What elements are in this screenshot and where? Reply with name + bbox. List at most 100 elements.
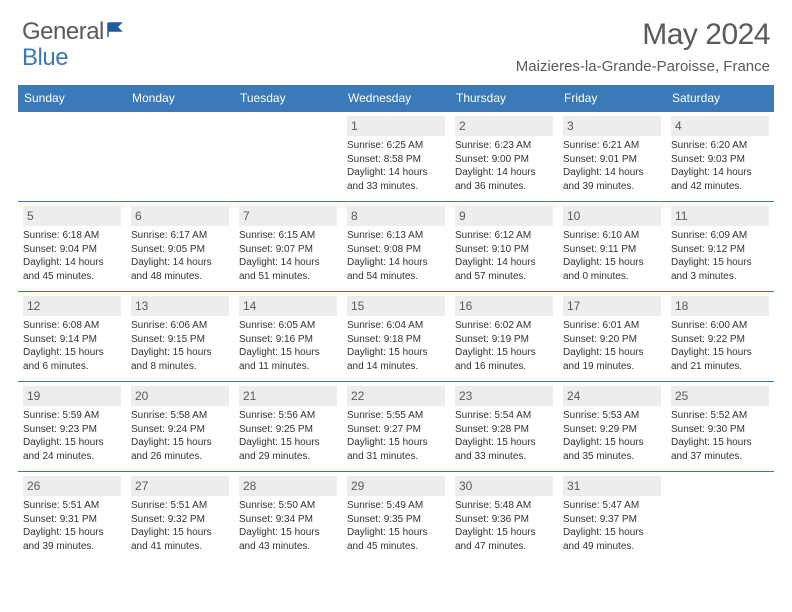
- cell-details: Sunrise: 5:54 AMSunset: 9:28 PMDaylight:…: [455, 409, 553, 463]
- cell-details: Sunrise: 5:51 AMSunset: 9:32 PMDaylight:…: [131, 499, 229, 553]
- cell-details: Sunrise: 6:08 AMSunset: 9:14 PMDaylight:…: [23, 319, 121, 373]
- cell-details: Sunrise: 6:04 AMSunset: 9:18 PMDaylight:…: [347, 319, 445, 373]
- week-row: 19 Sunrise: 5:59 AMSunset: 9:23 PMDayligh…: [18, 382, 774, 472]
- calendar-cell: 10 Sunrise: 6:10 AMSunset: 9:11 PMDayligh…: [558, 202, 666, 292]
- calendar-cell: 7 Sunrise: 6:15 AMSunset: 9:07 PMDaylight…: [234, 202, 342, 292]
- day-number: 30: [455, 476, 553, 496]
- calendar-cell: 13 Sunrise: 6:06 AMSunset: 9:15 PMDayligh…: [126, 292, 234, 382]
- day-number: 31: [563, 476, 661, 496]
- day-number: 10: [563, 206, 661, 226]
- calendar-cell: 27 Sunrise: 5:51 AMSunset: 9:32 PMDayligh…: [126, 472, 234, 562]
- cell-details: Sunrise: 6:17 AMSunset: 9:05 PMDaylight:…: [131, 229, 229, 283]
- day-header: Thursday: [450, 85, 558, 112]
- calendar-cell: 16 Sunrise: 6:02 AMSunset: 9:19 PMDayligh…: [450, 292, 558, 382]
- day-header: Monday: [126, 85, 234, 112]
- day-number: 9: [455, 206, 553, 226]
- day-number: 7: [239, 206, 337, 226]
- cell-details: Sunrise: 6:02 AMSunset: 9:19 PMDaylight:…: [455, 319, 553, 373]
- day-number: 25: [671, 386, 769, 406]
- calendar-cell: 11 Sunrise: 6:09 AMSunset: 9:12 PMDayligh…: [666, 202, 774, 292]
- cell-details: Sunrise: 6:09 AMSunset: 9:12 PMDaylight:…: [671, 229, 769, 283]
- day-number: 26: [23, 476, 121, 496]
- cell-details: Sunrise: 6:12 AMSunset: 9:10 PMDaylight:…: [455, 229, 553, 283]
- calendar-cell: 30 Sunrise: 5:48 AMSunset: 9:36 PMDayligh…: [450, 472, 558, 562]
- day-number: 13: [131, 296, 229, 316]
- cell-details: Sunrise: 6:20 AMSunset: 9:03 PMDaylight:…: [671, 139, 769, 193]
- calendar-cell: 5 Sunrise: 6:18 AMSunset: 9:04 PMDaylight…: [18, 202, 126, 292]
- cell-details: Sunrise: 5:55 AMSunset: 9:27 PMDaylight:…: [347, 409, 445, 463]
- cell-details: Sunrise: 5:48 AMSunset: 9:36 PMDaylight:…: [455, 499, 553, 553]
- brand-name-2-wrap: Blue: [22, 44, 68, 72]
- day-number: 27: [131, 476, 229, 496]
- cell-details: Sunrise: 6:10 AMSunset: 9:11 PMDaylight:…: [563, 229, 661, 283]
- day-number: 19: [23, 386, 121, 406]
- day-number: 6: [131, 206, 229, 226]
- calendar-cell: [126, 112, 234, 202]
- cell-details: Sunrise: 6:01 AMSunset: 9:20 PMDaylight:…: [563, 319, 661, 373]
- cell-details: Sunrise: 5:53 AMSunset: 9:29 PMDaylight:…: [563, 409, 661, 463]
- day-number: 29: [347, 476, 445, 496]
- calendar-cell: 8 Sunrise: 6:13 AMSunset: 9:08 PMDaylight…: [342, 202, 450, 292]
- title-block: May 2024 Maizieres-la-Grande-Paroisse, F…: [516, 18, 770, 75]
- cell-details: Sunrise: 6:18 AMSunset: 9:04 PMDaylight:…: [23, 229, 121, 283]
- week-row: 5 Sunrise: 6:18 AMSunset: 9:04 PMDaylight…: [18, 202, 774, 292]
- day-number: 8: [347, 206, 445, 226]
- calendar-cell: 19 Sunrise: 5:59 AMSunset: 9:23 PMDayligh…: [18, 382, 126, 472]
- day-header: Wednesday: [342, 85, 450, 112]
- cell-details: Sunrise: 5:49 AMSunset: 9:35 PMDaylight:…: [347, 499, 445, 553]
- week-row: 1Sunrise: 6:25 AMSunset: 8:58 PMDaylight…: [18, 112, 774, 202]
- header: General May 2024 Maizieres-la-Grande-Par…: [0, 0, 792, 81]
- week-row: 12Sunrise: 6:08 AMSunset: 9:14 PMDayligh…: [18, 292, 774, 382]
- calendar-cell: 31 Sunrise: 5:47 AMSunset: 9:37 PMDayligh…: [558, 472, 666, 562]
- calendar-cell: 22 Sunrise: 5:55 AMSunset: 9:27 PMDayligh…: [342, 382, 450, 472]
- cell-details: Sunrise: 5:51 AMSunset: 9:31 PMDaylight:…: [23, 499, 121, 553]
- cell-details: Sunrise: 5:50 AMSunset: 9:34 PMDaylight:…: [239, 499, 337, 553]
- cell-details: Sunrise: 6:25 AMSunset: 8:58 PMDaylight:…: [347, 139, 445, 193]
- calendar-cell: 21Sunrise: 5:56 AMSunset: 9:25 PMDayligh…: [234, 382, 342, 472]
- cell-details: Sunrise: 5:59 AMSunset: 9:23 PMDaylight:…: [23, 409, 121, 463]
- day-number: 16: [455, 296, 553, 316]
- day-header-row: SundayMondayTuesdayWednesdayThursdayFrid…: [18, 85, 774, 112]
- calendar-cell: 17 Sunrise: 6:01 AMSunset: 9:20 PMDayligh…: [558, 292, 666, 382]
- flag-icon: [107, 21, 127, 44]
- calendar-cell: 29 Sunrise: 5:49 AMSunset: 9:35 PMDayligh…: [342, 472, 450, 562]
- calendar-cell: 2Sunrise: 6:23 AMSunset: 9:00 PMDaylight…: [450, 112, 558, 202]
- cell-details: Sunrise: 5:56 AMSunset: 9:25 PMDaylight:…: [239, 409, 337, 463]
- calendar-cell: 28Sunrise: 5:50 AMSunset: 9:34 PMDayligh…: [234, 472, 342, 562]
- day-number: 11: [671, 206, 769, 226]
- location-text: Maizieres-la-Grande-Paroisse, France: [516, 58, 770, 75]
- day-header: Saturday: [666, 85, 774, 112]
- day-number: 17: [563, 296, 661, 316]
- cell-details: Sunrise: 5:47 AMSunset: 9:37 PMDaylight:…: [563, 499, 661, 553]
- cell-details: Sunrise: 6:00 AMSunset: 9:22 PMDaylight:…: [671, 319, 769, 373]
- cell-details: Sunrise: 6:21 AMSunset: 9:01 PMDaylight:…: [563, 139, 661, 193]
- calendar-cell: [18, 112, 126, 202]
- cell-details: Sunrise: 6:06 AMSunset: 9:15 PMDaylight:…: [131, 319, 229, 373]
- calendar-cell: 6 Sunrise: 6:17 AMSunset: 9:05 PMDaylight…: [126, 202, 234, 292]
- day-header: Tuesday: [234, 85, 342, 112]
- day-number: 3: [563, 116, 661, 136]
- cell-details: Sunrise: 5:52 AMSunset: 9:30 PMDaylight:…: [671, 409, 769, 463]
- calendar-cell: 26 Sunrise: 5:51 AMSunset: 9:31 PMDayligh…: [18, 472, 126, 562]
- day-header: Friday: [558, 85, 666, 112]
- day-number: 14: [239, 296, 337, 316]
- calendar-cell: [666, 472, 774, 562]
- calendar-cell: 18 Sunrise: 6:00 AMSunset: 9:22 PMDayligh…: [666, 292, 774, 382]
- cell-details: Sunrise: 6:13 AMSunset: 9:08 PMDaylight:…: [347, 229, 445, 283]
- day-number: 22: [347, 386, 445, 406]
- calendar-cell: 4Sunrise: 6:20 AMSunset: 9:03 PMDaylight…: [666, 112, 774, 202]
- calendar-cell: 12Sunrise: 6:08 AMSunset: 9:14 PMDayligh…: [18, 292, 126, 382]
- cell-details: Sunrise: 6:15 AMSunset: 9:07 PMDaylight:…: [239, 229, 337, 283]
- calendar-cell: 23Sunrise: 5:54 AMSunset: 9:28 PMDayligh…: [450, 382, 558, 472]
- day-number: 5: [23, 206, 121, 226]
- calendar-cell: 24Sunrise: 5:53 AMSunset: 9:29 PMDayligh…: [558, 382, 666, 472]
- brand-name-2: Blue: [22, 44, 68, 71]
- day-number: 18: [671, 296, 769, 316]
- day-number: 20: [131, 386, 229, 406]
- day-number: 2: [455, 116, 553, 136]
- calendar-table: SundayMondayTuesdayWednesdayThursdayFrid…: [18, 85, 774, 561]
- calendar-cell: 15Sunrise: 6:04 AMSunset: 9:18 PMDayligh…: [342, 292, 450, 382]
- brand-logo: General: [22, 18, 129, 46]
- calendar-cell: 20Sunrise: 5:58 AMSunset: 9:24 PMDayligh…: [126, 382, 234, 472]
- brand-name-1: General: [22, 18, 104, 46]
